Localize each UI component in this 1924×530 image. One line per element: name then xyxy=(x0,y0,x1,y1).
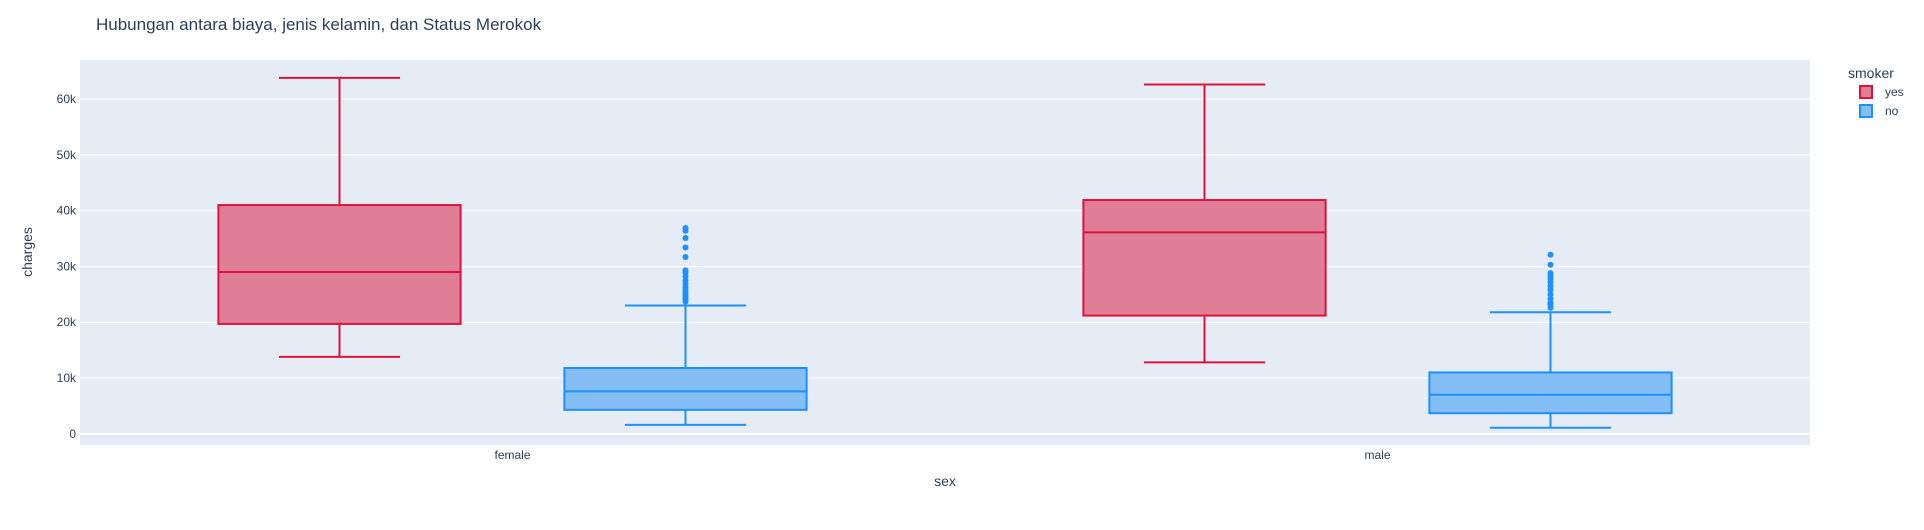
x-axis-title: sex xyxy=(934,473,956,489)
y-tick-label: 40k xyxy=(57,204,77,218)
outlier-point xyxy=(1547,295,1554,302)
box-yes-female xyxy=(217,76,462,358)
outlier-point xyxy=(682,267,689,274)
box-iqr xyxy=(217,204,462,325)
box-traces xyxy=(217,76,1673,429)
legend-label-yes: yes xyxy=(1885,85,1904,99)
x-tick-label: female xyxy=(494,448,530,462)
outlier-point xyxy=(682,234,689,241)
legend-title: smoker xyxy=(1848,65,1894,81)
box-iqr xyxy=(1428,371,1673,415)
box-iqr xyxy=(1082,199,1327,317)
outlier-point xyxy=(1547,291,1554,298)
chart-title: Hubungan antara biaya, jenis kelamin, da… xyxy=(96,15,542,34)
y-tick-label: 60k xyxy=(57,92,77,106)
y-tick-label: 50k xyxy=(57,148,77,162)
box-no-male xyxy=(1428,251,1673,429)
x-axis-ticks: female male xyxy=(494,448,1390,462)
outlier-point xyxy=(682,253,689,260)
y-tick-label: 0 xyxy=(69,427,76,441)
y-tick-label: 20k xyxy=(57,315,77,329)
outlier-point xyxy=(1547,251,1554,258)
outlier-point xyxy=(682,224,689,231)
legend-swatch-no xyxy=(1859,104,1873,118)
legend-swatch-yes xyxy=(1859,85,1873,99)
y-tick-label: 10k xyxy=(57,371,77,385)
outlier-point xyxy=(682,244,689,251)
y-tick-label: 30k xyxy=(57,259,77,273)
outlier-point xyxy=(1547,261,1554,268)
box-iqr xyxy=(563,367,808,411)
box-no-female xyxy=(563,224,808,426)
box-yes-male xyxy=(1082,83,1327,364)
y-axis-ticks: 0 10k 20k 30k 40k 50k 60k xyxy=(57,92,77,441)
legend: smoker yes no xyxy=(1848,65,1904,118)
legend-label-no: no xyxy=(1885,104,1899,118)
outlier-point xyxy=(1547,270,1554,277)
x-tick-label: male xyxy=(1364,448,1390,462)
y-axis-title: charges xyxy=(19,227,35,277)
